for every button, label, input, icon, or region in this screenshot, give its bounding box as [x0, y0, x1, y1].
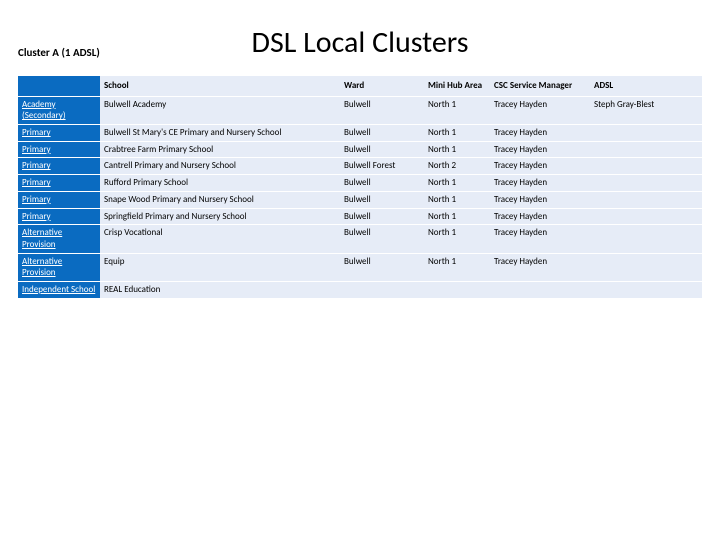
cell-csc: Tracey Hayden: [490, 225, 590, 253]
cell-school: REAL Education: [100, 281, 340, 298]
cell-ward: Bulwell: [340, 253, 424, 281]
cell-category: Primary: [18, 208, 100, 225]
cluster-table: School Ward Mini Hub Area CSC Service Ma…: [18, 76, 702, 299]
col-header-school: School: [100, 76, 340, 96]
table-row: PrimaryRufford Primary SchoolBulwellNort…: [18, 175, 702, 192]
cell-ward: Bulwell: [340, 96, 424, 124]
cell-csc: Tracey Hayden: [490, 125, 590, 142]
cell-csc: Tracey Hayden: [490, 253, 590, 281]
cell-school: Snape Wood Primary and Nursery School: [100, 191, 340, 208]
table-row: PrimaryCrabtree Farm Primary SchoolBulwe…: [18, 141, 702, 158]
table-row: Independent SchoolREAL Education: [18, 281, 702, 298]
cell-category: Alternative Provision: [18, 225, 100, 253]
cell-csc: Tracey Hayden: [490, 141, 590, 158]
cell-ward: Bulwell: [340, 175, 424, 192]
cell-school: Bulwell St Mary's CE Primary and Nursery…: [100, 125, 340, 142]
cell-category: Independent School: [18, 281, 100, 298]
col-header-mini-hub: Mini Hub Area: [424, 76, 490, 96]
cell-adsl: [590, 225, 702, 253]
cell-category: Primary: [18, 175, 100, 192]
page-title: DSL Local Clusters: [0, 24, 720, 61]
cluster-table-wrap: School Ward Mini Hub Area CSC Service Ma…: [18, 76, 702, 299]
cell-category: Primary: [18, 158, 100, 175]
table-row: PrimarySnape Wood Primary and Nursery Sc…: [18, 191, 702, 208]
cell-adsl: [590, 141, 702, 158]
cell-csc: Tracey Hayden: [490, 158, 590, 175]
table-row: Alternative ProvisionEquipBulwellNorth 1…: [18, 253, 702, 281]
cell-school: Crisp Vocational: [100, 225, 340, 253]
cell-category: Academy (Secondary): [18, 96, 100, 124]
cell-ward: Bulwell: [340, 141, 424, 158]
cell-adsl: [590, 125, 702, 142]
cell-mini-hub: North 1: [424, 125, 490, 142]
cell-csc: Tracey Hayden: [490, 191, 590, 208]
col-header-csc: CSC Service Manager: [490, 76, 590, 96]
cell-csc: Tracey Hayden: [490, 208, 590, 225]
cell-mini-hub: North 1: [424, 253, 490, 281]
cell-ward: Bulwell: [340, 208, 424, 225]
cell-category: Primary: [18, 141, 100, 158]
cell-category: Alternative Provision: [18, 253, 100, 281]
table-row: PrimarySpringfield Primary and Nursery S…: [18, 208, 702, 225]
cell-mini-hub: North 1: [424, 225, 490, 253]
cell-ward: Bulwell: [340, 191, 424, 208]
cell-ward: Bulwell: [340, 125, 424, 142]
cell-mini-hub: North 1: [424, 141, 490, 158]
table-header-row: School Ward Mini Hub Area CSC Service Ma…: [18, 76, 702, 96]
cell-mini-hub: [424, 281, 490, 298]
table-body: Academy (Secondary)Bulwell AcademyBulwel…: [18, 96, 702, 298]
cell-school: Crabtree Farm Primary School: [100, 141, 340, 158]
cell-adsl: [590, 175, 702, 192]
cell-category: Primary: [18, 191, 100, 208]
cell-csc: Tracey Hayden: [490, 175, 590, 192]
cell-adsl: [590, 158, 702, 175]
cluster-label: Cluster A (1 ADSL): [18, 46, 100, 59]
cell-mini-hub: North 2: [424, 158, 490, 175]
col-header-category: [18, 76, 100, 96]
cell-csc: Tracey Hayden: [490, 96, 590, 124]
cell-adsl: [590, 281, 702, 298]
cell-ward: Bulwell Forest: [340, 158, 424, 175]
table-row: Academy (Secondary)Bulwell AcademyBulwel…: [18, 96, 702, 124]
cell-adsl: [590, 191, 702, 208]
cell-school: Rufford Primary School: [100, 175, 340, 192]
cell-adsl: [590, 253, 702, 281]
table-row: Alternative ProvisionCrisp VocationalBul…: [18, 225, 702, 253]
table-row: PrimaryCantrell Primary and Nursery Scho…: [18, 158, 702, 175]
cell-mini-hub: North 1: [424, 191, 490, 208]
col-header-ward: Ward: [340, 76, 424, 96]
col-header-adsl: ADSL: [590, 76, 702, 96]
cell-school: Equip: [100, 253, 340, 281]
cell-csc: [490, 281, 590, 298]
cell-adsl: Steph Gray-Blest: [590, 96, 702, 124]
cell-school: Bulwell Academy: [100, 96, 340, 124]
cell-ward: Bulwell: [340, 225, 424, 253]
cell-category: Primary: [18, 125, 100, 142]
cell-adsl: [590, 208, 702, 225]
cell-ward: [340, 281, 424, 298]
cell-mini-hub: North 1: [424, 175, 490, 192]
cell-mini-hub: North 1: [424, 96, 490, 124]
cell-school: Cantrell Primary and Nursery School: [100, 158, 340, 175]
table-row: PrimaryBulwell St Mary's CE Primary and …: [18, 125, 702, 142]
cell-school: Springfield Primary and Nursery School: [100, 208, 340, 225]
cell-mini-hub: North 1: [424, 208, 490, 225]
